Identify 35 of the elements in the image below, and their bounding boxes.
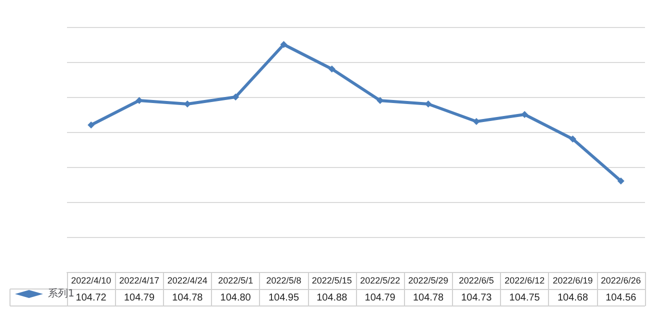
point [280,41,288,48]
legend-label: 系列1 [48,288,74,300]
point [328,66,336,72]
x-tick-label: 2022/4/17 [119,276,160,286]
data-label: 104.79 [364,292,396,304]
x-tick-label: 2022/6/19 [552,276,593,286]
x-tick-label: 2022/5/15 [312,276,352,286]
data-label: 104.75 [509,292,540,304]
point [617,178,624,184]
x-tick-label: 2022/5/1 [218,276,254,286]
x-tick-label: 2022/5/8 [266,276,302,286]
data-label: 104.72 [76,292,107,304]
data-label: 104.73 [461,292,492,304]
data-label: 104.78 [412,292,444,304]
x-tick-label: 2022/6/5 [458,276,494,286]
x-tick-label: 2022/5/22 [360,276,400,286]
data-label: 104.56 [606,292,637,304]
data-label: 104.80 [220,292,252,304]
x-tick-label: 2022/5/29 [408,276,448,286]
data-label: 104.68 [557,292,588,304]
x-tick-label: 2022/4/24 [167,276,208,286]
data-label: 104.88 [316,292,348,304]
point [232,94,240,100]
point [88,122,95,128]
point [424,100,432,108]
x-tick-label: 2022/6/12 [504,276,545,286]
point [521,111,528,118]
point [569,136,576,142]
x-tick-label: 2022/6/26 [600,276,641,286]
point [472,118,480,125]
data-label: 104.78 [172,292,204,304]
data-label: 104.95 [268,292,300,304]
data-label: 104.79 [124,292,155,304]
x-tick-label: 2022/4/10 [71,276,112,286]
point [136,97,143,104]
